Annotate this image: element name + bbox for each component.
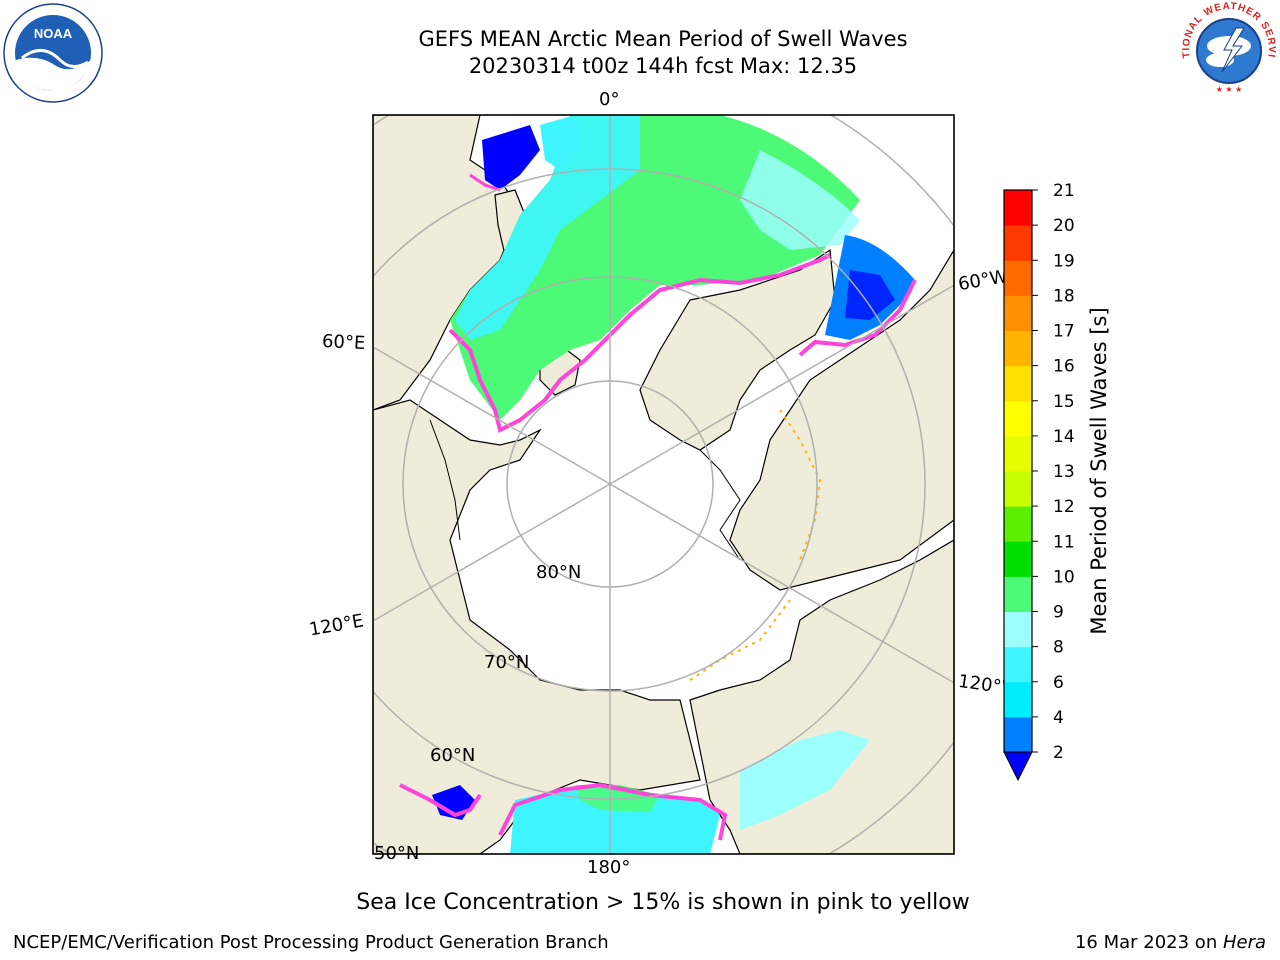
swell-barents-blue: [482, 125, 540, 190]
ice-edge-pacific: [498, 782, 728, 841]
colorbar-bin-8-9: [1004, 611, 1032, 648]
ice-edge-atlantic: [448, 253, 831, 433]
colorbar-bin-12-13: [1004, 471, 1032, 507]
swell-atlantic-lightcyan: [740, 150, 860, 250]
colorbar-tick-label-12: 12: [1053, 497, 1075, 517]
meridian-120w: [609, 483, 954, 684]
colorbar-tick-label-16: 16: [1053, 357, 1075, 377]
nws-logo: NATIONAL WEATHER SERVICE ★ ★ ★: [1180, 2, 1276, 98]
colorbar-tick-label-4: 4: [1053, 708, 1064, 728]
map-frame: [372, 114, 955, 855]
colorbar-label: Mean Period of Swell Waves [s]: [1087, 307, 1111, 634]
colorbar-tick-label-14: 14: [1053, 427, 1075, 447]
sea-ice-note: Sea Ice Concentration > 15% is shown in …: [356, 890, 970, 915]
graticule: [373, 115, 954, 854]
colorbar-bin-20-21: [1004, 190, 1032, 226]
colorbar-tick-label-10: 10: [1053, 567, 1075, 587]
colorbar-tick-label-18: 18: [1053, 286, 1075, 306]
swell-barents-cyan: [540, 115, 580, 170]
footer-date-text: 16 Mar 2023 on: [1074, 932, 1223, 953]
lon-label-0: 0°: [599, 89, 620, 110]
ice-speckle-1: [779, 409, 822, 561]
colorbar-tick-label-9: 9: [1053, 603, 1064, 623]
colorbar-bin-18-19: [1004, 260, 1032, 296]
colorbar-bin-13-14: [1004, 435, 1032, 472]
lat-label-60n: 60°N: [430, 745, 476, 766]
swell-pacific-cyan: [510, 785, 720, 854]
colorbar-tick-label-2: 2: [1053, 743, 1064, 763]
chart-subtitle: 20230314 t00z 144h fcst Max: 12.35: [468, 54, 858, 78]
noaa-logo: NOAA: [3, 3, 103, 103]
lon-label-180: 180°: [587, 857, 631, 878]
coastline-hint: [429, 419, 741, 561]
colorbar-bin-9-10: [1004, 576, 1032, 612]
colorbar-tick-label-20: 20: [1053, 216, 1075, 236]
meridian-60w: [609, 284, 954, 485]
lat-label-70n: 70°N: [484, 652, 530, 673]
svg-text:★ ★ ★: ★ ★ ★: [1216, 85, 1243, 94]
meridian-120e: [373, 483, 611, 622]
swell-atlantic-cyan: [455, 115, 640, 340]
swell-gulf-alaska-cyan: [740, 730, 870, 830]
swell-labrador-deep: [845, 270, 895, 320]
colorbar-bin-11-12: [1004, 506, 1032, 542]
lat-label-50n: 50°N: [374, 843, 420, 864]
colorbar-bin-6-8: [1004, 646, 1032, 683]
outside-domain: [720, 115, 954, 300]
colorbar-tick-label-11: 11: [1053, 532, 1075, 552]
colorbar-bin-15-16: [1004, 365, 1032, 402]
ice-edge-barents: [469, 173, 501, 192]
ice-speckle-2: [689, 599, 791, 681]
colorbar-bin-2-4: [1004, 716, 1032, 753]
colorbar-tick-label-21: 21: [1053, 181, 1075, 201]
colorbar-bin-4-6: [1004, 681, 1032, 718]
ice-edge-okhotsk: [399, 783, 482, 818]
colorbar-bin-16-17: [1004, 330, 1032, 367]
colorbar-bin-10-11: [1004, 541, 1032, 577]
footer-credit: NCEP/EMC/Verification Post Processing Pr…: [13, 932, 609, 953]
colorbar-bin-17-18: [1004, 295, 1032, 331]
noaa-logo-text: NOAA: [34, 26, 73, 41]
meridian-60e: [373, 346, 611, 485]
colorbar-tick-label-6: 6: [1053, 673, 1064, 693]
colorbar-under-extension: [1003, 751, 1033, 782]
colorbar-tick-label-15: 15: [1053, 392, 1075, 412]
colorbar-bin-14-15: [1004, 400, 1032, 437]
footer-date: 16 Mar 2023 on Hera: [1075, 932, 1266, 953]
lat-label-80n: 80°N: [536, 562, 582, 583]
colorbar-tick-label-8: 8: [1053, 638, 1064, 658]
footer-machine: Hera: [1222, 932, 1266, 953]
colorbar-tick-label-17: 17: [1053, 322, 1075, 342]
colorbar-bin-19-20: [1004, 225, 1032, 261]
chart-title: GEFS MEAN Arctic Mean Period of Swell Wa…: [418, 27, 908, 51]
colorbar-tick-label-13: 13: [1053, 462, 1075, 482]
colorbar-tick-label-19: 19: [1053, 251, 1075, 271]
